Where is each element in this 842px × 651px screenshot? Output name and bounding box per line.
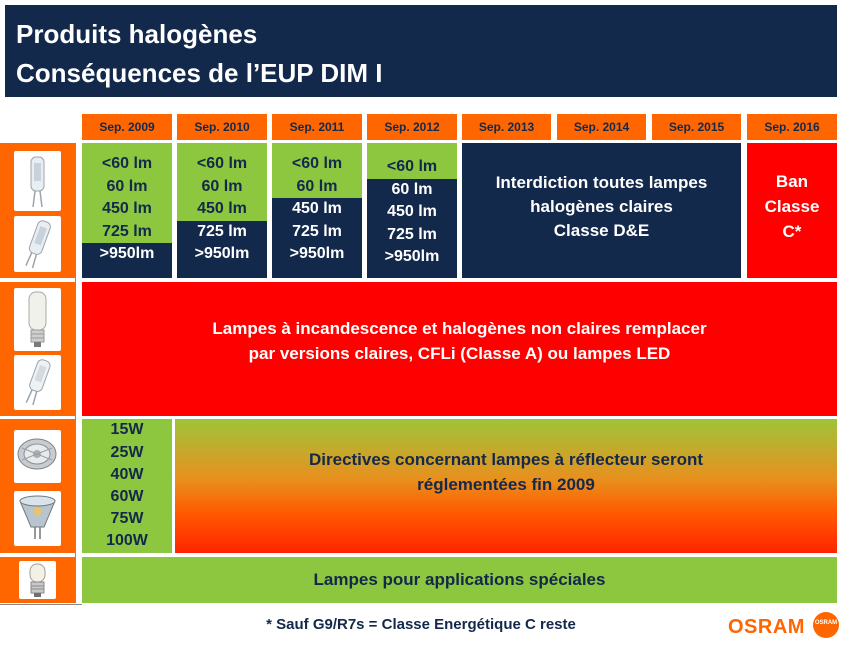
- g9-capsule-bulb-icon: [14, 151, 61, 211]
- wattage-cell: 100W: [106, 532, 148, 550]
- ban-class-line: C*: [782, 222, 802, 241]
- g9-capsule-bulb-icon: [14, 216, 61, 272]
- year-header-2009: Sep. 2009: [82, 114, 172, 140]
- ban-text-line: halogènes claires: [530, 196, 673, 216]
- lumen-column-2011: <60 lm 60 lm 450 lm 725 lm >950lm: [272, 143, 362, 278]
- icon-panel-clear-halogen: [0, 143, 75, 278]
- bottom-divider: [0, 604, 82, 605]
- aluminium-reflector-bulb-icon: [14, 430, 61, 483]
- lumen-cell-banned: >950lm: [177, 243, 267, 278]
- lumen-cell-banned: 725 lm: [367, 223, 457, 246]
- year-header-2013: Sep. 2013: [462, 114, 551, 140]
- ban-text-line: Interdiction toutes lampes: [495, 172, 708, 192]
- non-clear-line-1: Lampes à incandescence et halogènes non …: [212, 319, 707, 338]
- ban-class-line: Classe: [764, 197, 820, 216]
- lumen-cell: 450 lm: [82, 198, 172, 221]
- ban-text-line: Classe D&E: [553, 220, 650, 240]
- year-header-2014: Sep. 2014: [557, 114, 646, 140]
- lumen-cell: <60 lm: [367, 143, 457, 179]
- wattage-cell: 40W: [110, 465, 144, 483]
- lumen-cell-banned: 725 lm: [272, 220, 362, 243]
- icon-panel-non-clear: [0, 282, 75, 416]
- wattage-cell: 75W: [110, 510, 144, 528]
- lumen-cell: 60 lm: [272, 175, 362, 198]
- osram-bulb-icon: OSRAM: [813, 612, 839, 638]
- year-header-2016: Sep. 2016: [747, 114, 837, 140]
- ban-class-c-block: Ban Classe C*: [747, 143, 837, 278]
- year-header-2012: Sep. 2012: [367, 114, 457, 140]
- lumen-cell: 60 lm: [177, 175, 267, 198]
- lumen-cell: <60 lm: [82, 143, 172, 176]
- title-line-1: Produits halogènes: [16, 19, 258, 49]
- lumen-cell-banned: >950lm: [272, 243, 362, 278]
- small-appliance-bulb-icon: [19, 561, 56, 599]
- lumen-cell: 60 lm: [82, 175, 172, 198]
- osram-logo-text: OSRAM: [728, 616, 805, 638]
- year-header-2011: Sep. 2011: [272, 114, 362, 140]
- frosted-capsule-bulb-icon: [14, 288, 61, 351]
- reflector-directive-band: Directives concernant lampes à réflecteu…: [175, 419, 837, 553]
- non-clear-replacement-band: Lampes à incandescence et halogènes non …: [82, 282, 837, 416]
- ban-clear-halogen-block: Interdiction toutes lampes halogènes cla…: [462, 143, 741, 278]
- reflector-line-1: Directives concernant lampes à réflecteu…: [309, 450, 703, 469]
- wattage-cell: 15W: [110, 421, 144, 439]
- icon-panel-reflector: [0, 419, 75, 553]
- wattage-cell: 60W: [110, 488, 144, 505]
- year-header-2015: Sep. 2015: [652, 114, 741, 140]
- lumen-cell-banned: >950lm: [82, 243, 172, 278]
- lumen-cell: <60 lm: [177, 143, 267, 176]
- lumen-cell-banned: 725 lm: [177, 220, 267, 243]
- osram-badge-text: OSRAM: [814, 620, 838, 626]
- lumen-column-2009: <60 lm 60 lm 450 lm 725 lm >950lm: [82, 143, 172, 278]
- wattage-cell: 25W: [110, 443, 144, 461]
- special-applications-band: Lampes pour applications spéciales: [82, 557, 837, 603]
- title-banner: Produits halogènes Conséquences de l’EUP…: [5, 5, 837, 97]
- g9-capsule-bulb-icon: [14, 355, 61, 410]
- title-line-2: Conséquences de l’EUP DIM I: [16, 58, 383, 88]
- reflector-line-2: réglementées fin 2009: [417, 475, 595, 494]
- reflector-wattage-column: 15W 25W 40W 60W 75W 100W: [82, 419, 172, 553]
- lumen-cell-banned: 450 lm: [367, 201, 457, 224]
- lumen-cell: 450 lm: [177, 198, 267, 221]
- year-header-2010: Sep. 2010: [177, 114, 267, 140]
- icon-panel-special: [0, 557, 75, 603]
- special-applications-label: Lampes pour applications spéciales: [313, 570, 606, 589]
- dichroic-reflector-bulb-icon: [14, 491, 61, 546]
- left-divider: [75, 143, 76, 603]
- lumen-cell-banned: >950lm: [367, 246, 457, 278]
- lumen-column-2012: <60 lm 60 lm 450 lm 725 lm >950lm: [367, 143, 457, 278]
- lumen-cell-banned: 450 lm: [272, 198, 362, 221]
- lumen-column-2010: <60 lm 60 lm 450 lm 725 lm >950lm: [177, 143, 267, 278]
- lumen-cell-banned: 60 lm: [367, 178, 457, 201]
- non-clear-line-2: par versions claires, CFLi (Classe A) ou…: [248, 344, 671, 363]
- ban-class-line: Ban: [775, 172, 809, 191]
- footnote: * Sauf G9/R7s = Classe Energétique C res…: [266, 616, 576, 633]
- lumen-cell: <60 lm: [272, 143, 362, 176]
- lumen-cell: 725 lm: [82, 220, 172, 243]
